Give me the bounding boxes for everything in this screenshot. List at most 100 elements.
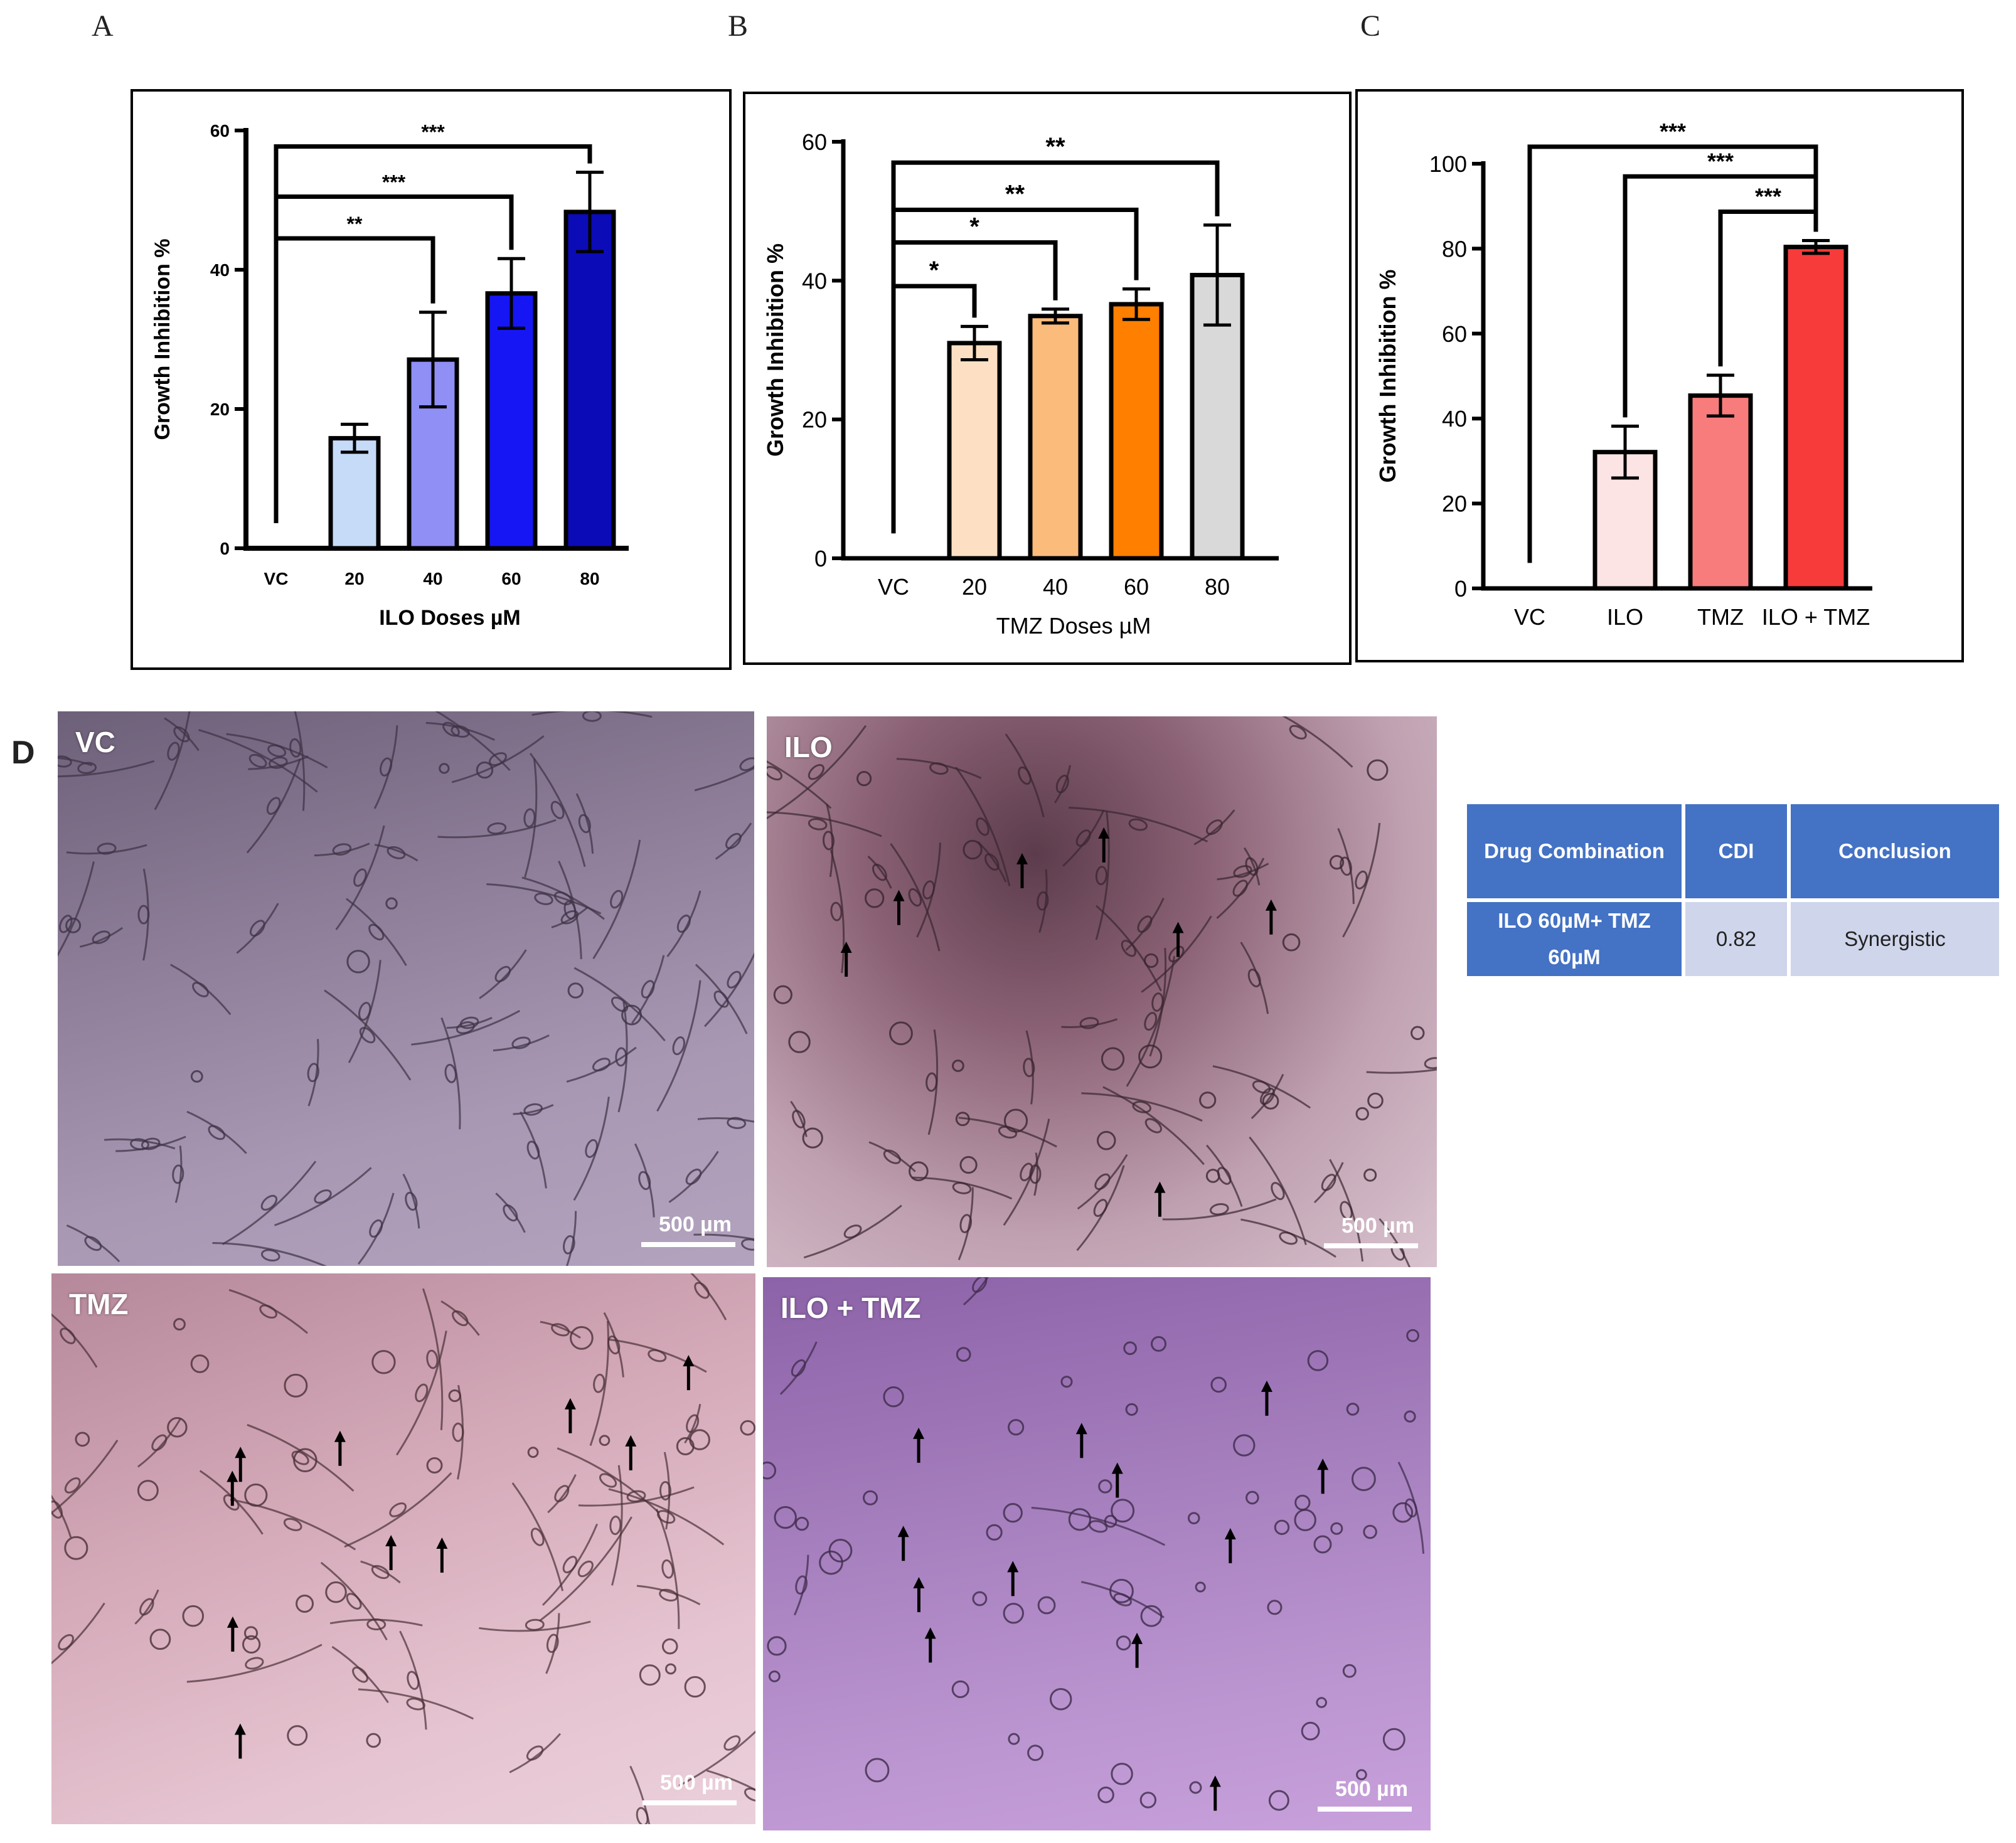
micrograph-ilo-scale-text: 500 µm xyxy=(1341,1214,1414,1238)
cell-process xyxy=(479,949,527,999)
cell-body xyxy=(371,1564,390,1580)
arrow-head-icon xyxy=(227,1470,238,1482)
chart-a-ytick-label-2: 40 xyxy=(210,260,230,280)
cell-body xyxy=(58,1634,74,1650)
round-cell xyxy=(296,1594,314,1613)
round-cell xyxy=(952,1060,964,1072)
cell-process xyxy=(1005,733,1045,817)
chart-c-ytick-label-1: 20 xyxy=(1442,491,1467,517)
cell-body xyxy=(823,831,835,851)
arrow-head-icon xyxy=(227,1616,238,1628)
cell-body xyxy=(578,814,591,834)
cell-process xyxy=(236,903,279,954)
round-cell xyxy=(773,985,792,1004)
micrograph-tmz-scale-bar xyxy=(643,1800,737,1805)
round-cell xyxy=(570,1326,594,1350)
cell-process xyxy=(694,767,754,792)
chart-c-sig-bracket-1 xyxy=(1623,174,1818,418)
cell-process xyxy=(58,760,155,778)
round-cell xyxy=(1037,1596,1056,1615)
cell-body xyxy=(1289,725,1307,740)
cell-process xyxy=(247,1423,355,1492)
round-cell xyxy=(1267,1600,1283,1615)
cell-body xyxy=(487,822,507,835)
cell-body xyxy=(661,1559,674,1579)
cell-process xyxy=(1031,1507,1166,1546)
cell-body xyxy=(1233,865,1252,878)
round-cell xyxy=(366,1733,381,1748)
round-cell xyxy=(1068,1508,1091,1531)
cell-body xyxy=(426,1349,439,1369)
round-cell xyxy=(1355,1107,1369,1121)
cell-process xyxy=(1243,847,1261,886)
chart-c-xtick-label-2: TMZ xyxy=(1697,604,1744,630)
cell-process xyxy=(829,849,845,974)
header-cdi: CDI xyxy=(1685,804,1787,898)
cell-process xyxy=(793,1554,809,1616)
round-cell xyxy=(190,1354,210,1373)
round-cell xyxy=(385,897,398,910)
cell-body xyxy=(59,915,73,933)
round-cell xyxy=(774,1506,797,1529)
round-cell xyxy=(284,1373,308,1398)
cell-body xyxy=(1355,870,1368,890)
chart-c: 0 20 40 60 80 100 Growth Inhibition % VC ILO TMZ I… xyxy=(1355,89,1964,662)
round-cell xyxy=(293,1448,317,1472)
cell-process xyxy=(294,711,306,811)
cell-body xyxy=(723,1735,741,1751)
cell-process xyxy=(154,711,191,810)
round-cell xyxy=(1367,759,1389,781)
cell-body xyxy=(283,1517,302,1531)
cell-process xyxy=(1062,809,1105,867)
round-cell xyxy=(963,839,983,860)
cell-combination-line1: ILO 60µM+ TMZ xyxy=(1498,909,1651,932)
cell-body xyxy=(713,991,729,1008)
arrow-head-icon xyxy=(1131,1632,1143,1644)
cell-process xyxy=(1053,765,1071,804)
cell-body xyxy=(172,1164,184,1184)
cell-process xyxy=(134,1589,159,1625)
round-cell xyxy=(1109,1578,1134,1603)
micrograph-vc-scale-text: 500 µm xyxy=(659,1213,732,1236)
cell-process xyxy=(656,980,701,1112)
cell-body xyxy=(843,1224,862,1239)
round-cell xyxy=(1268,1790,1289,1811)
chart-a-xtick-label-1: 20 xyxy=(344,569,364,588)
micrograph-ilo-tmz-label: ILO + TMZ xyxy=(781,1292,921,1324)
chart-c-bar-3 xyxy=(1783,245,1848,591)
round-cell xyxy=(1411,1026,1425,1040)
cell-body xyxy=(260,1194,278,1211)
cell-process xyxy=(198,729,318,793)
round-cell xyxy=(1245,1490,1259,1505)
cell-body xyxy=(739,757,754,772)
arrow-head-icon xyxy=(683,1355,695,1367)
cell-process xyxy=(58,757,93,767)
cell-body xyxy=(269,757,288,769)
cell-body xyxy=(503,1204,518,1222)
cell-process xyxy=(440,1300,480,1336)
cell-process xyxy=(1102,1086,1205,1166)
cell-body xyxy=(908,888,922,907)
chart-c-xtick-label-3: ILO + TMZ xyxy=(1762,604,1870,630)
cell-body xyxy=(488,752,507,767)
cell-process xyxy=(1342,822,1381,938)
cell-process xyxy=(335,825,385,930)
cell-process xyxy=(916,842,942,938)
chart-c-sig-label-0: *** xyxy=(1660,119,1686,144)
cell-body xyxy=(291,1450,309,1465)
cell-process xyxy=(1126,956,1176,1087)
cell-process xyxy=(542,1523,599,1606)
round-cell xyxy=(75,1431,90,1447)
cell-process xyxy=(1193,809,1235,846)
round-cell xyxy=(1143,953,1159,969)
round-cell xyxy=(794,1516,809,1531)
round-cell xyxy=(346,950,370,974)
chart-a-sig-bracket-2 xyxy=(274,144,592,524)
round-cell xyxy=(1274,1519,1290,1535)
cell-body xyxy=(791,1359,806,1377)
round-cell xyxy=(1195,1581,1206,1593)
cdi-table-header-row: Drug Combination CDI Conclusion xyxy=(1467,804,1999,898)
chart-a-xlabel: ILO Doses µM xyxy=(379,606,521,630)
chart-b-ytick-label-1: 20 xyxy=(802,407,827,433)
cell-body xyxy=(407,1670,420,1690)
